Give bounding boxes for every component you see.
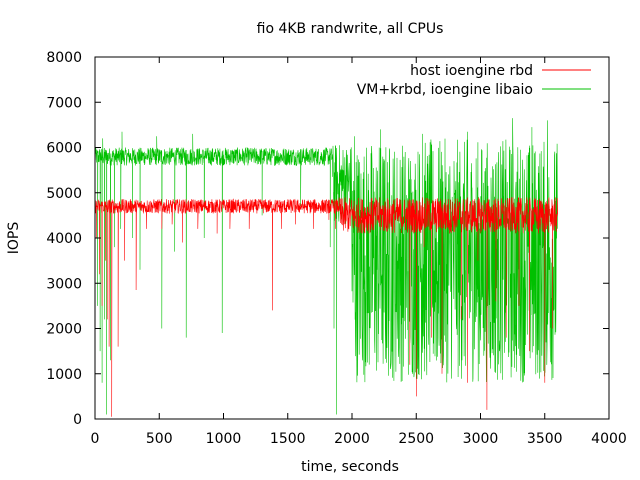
x-axis: 0 500 1000 1500 2000 2500 3000 3500 4000 <box>91 57 627 447</box>
x-tick-label: 3000 <box>463 431 499 447</box>
y-tick-label: 1000 <box>46 367 82 383</box>
y-tick-label: 7000 <box>46 95 82 111</box>
y-tick-label: 8000 <box>46 50 82 66</box>
legend-entry-vm: VM+krbd, ioengine libaio <box>357 82 591 98</box>
y-tick-label: 2000 <box>46 322 82 338</box>
x-tick-label: 3500 <box>527 431 563 447</box>
y-tick-label: 4000 <box>46 231 82 247</box>
legend-label-host: host ioengine rbd <box>410 63 533 79</box>
legend-entry-host: host ioengine rbd <box>410 63 591 79</box>
x-tick-label: 500 <box>146 431 173 447</box>
x-axis-label: time, seconds <box>301 459 399 475</box>
y-tick-label: 3000 <box>46 276 82 292</box>
y-axis-label: IOPS <box>6 222 22 255</box>
x-tick-label: 1500 <box>270 431 306 447</box>
x-tick-label: 1000 <box>206 431 242 447</box>
y-tick-label: 5000 <box>46 186 82 202</box>
legend-label-vm: VM+krbd, ioengine libaio <box>357 82 533 98</box>
x-tick-label: 2500 <box>398 431 434 447</box>
x-tick-label: 0 <box>91 431 100 447</box>
y-tick-label: 6000 <box>46 141 82 157</box>
legend: host ioengine rbd VM+krbd, ioengine liba… <box>357 63 591 98</box>
x-tick-label: 2000 <box>334 431 370 447</box>
y-tick-label: 0 <box>73 412 82 428</box>
chart-title: fio 4KB randwrite, all CPUs <box>257 21 444 37</box>
series-line-vm <box>94 118 558 415</box>
series-line-host <box>94 197 558 417</box>
plot-area <box>94 56 610 420</box>
y-axis: 0 1000 2000 3000 4000 5000 6000 7000 8000 <box>46 50 609 428</box>
series-layer <box>94 118 558 417</box>
x-tick-label: 4000 <box>591 431 627 447</box>
